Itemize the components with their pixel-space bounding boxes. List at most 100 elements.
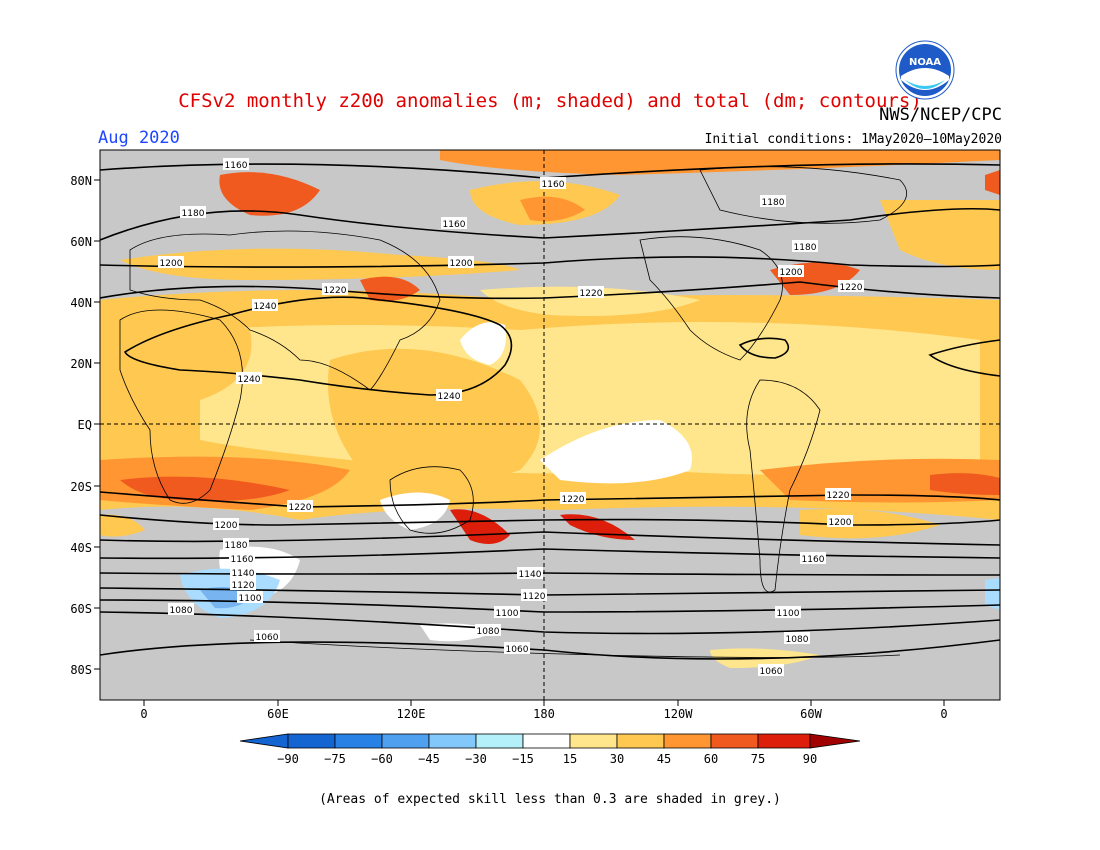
legend-cell-11 (757, 733, 811, 749)
contour-label-16: 1220 (287, 500, 313, 513)
legend-cell-9 (663, 733, 712, 749)
contour-label-6: 1180 (760, 195, 786, 208)
map-frame (99, 149, 1001, 701)
legend-cell-6 (522, 733, 571, 749)
svg-text:1100: 1100 (496, 609, 519, 619)
svg-text:1180: 1180 (762, 198, 785, 208)
svg-text:1100: 1100 (777, 609, 800, 619)
svg-text:1180: 1180 (225, 541, 248, 551)
contour-label-19: 1200 (213, 518, 239, 531)
svg-text:1080: 1080 (477, 627, 500, 637)
svg-text:1060: 1060 (506, 645, 529, 655)
contour-1220-south (100, 491, 1000, 508)
svg-text:1120: 1120 (523, 592, 546, 602)
contour-1100-south (100, 599, 1000, 613)
contour-label-21: 1180 (223, 538, 249, 551)
legend-cell-4 (428, 733, 477, 749)
svg-text:60N: 60N (70, 235, 92, 249)
svg-text:1200: 1200 (160, 259, 183, 269)
contour-label-31: 1080 (168, 603, 194, 616)
svg-text:1240: 1240 (438, 392, 461, 402)
legend-tick-2: −75 (324, 752, 346, 766)
legend-cell-3 (381, 733, 430, 749)
contour-label-14: 1240 (236, 372, 262, 385)
map-area: 1160 1160 1160 1180 1180 1180 1200 1200 … (100, 150, 1000, 700)
svg-text:1220: 1220 (827, 491, 850, 501)
anomaly-patch-south-west (100, 514, 145, 537)
contour-1080-south (100, 611, 1000, 635)
svg-text:1200: 1200 (829, 518, 852, 528)
contour-1200-south (100, 514, 1000, 526)
contour-label-13: 1240 (252, 299, 278, 312)
lat-tick-40n: 40N (70, 296, 100, 310)
lon-axis: 0 60E 120E 180 120W 60W 0 (140, 700, 948, 721)
color-legend (239, 733, 861, 749)
contour-label-22: 1160 (229, 552, 255, 565)
lon-tick-120w: 120W (664, 700, 694, 721)
svg-text:1220: 1220 (580, 289, 603, 299)
anomaly-band-45-southeast (760, 458, 1000, 503)
anomaly-white-australia (380, 492, 450, 530)
anomaly-orange-arctic-core (520, 196, 585, 222)
anomaly-yellow-north-pacific (480, 286, 700, 316)
lon-tick-0-east: 0 (940, 700, 948, 721)
svg-text:40S: 40S (70, 541, 92, 555)
contour-label-36: 1060 (758, 664, 784, 677)
anomaly-white-pacific (540, 420, 692, 484)
svg-text:1160: 1160 (225, 161, 248, 171)
svg-text:120E: 120E (397, 707, 426, 721)
contour-label-32: 1080 (475, 624, 501, 637)
contour-label-5: 1180 (792, 240, 818, 253)
svg-text:120W: 120W (664, 707, 694, 721)
svg-text:NOAA: NOAA (909, 57, 941, 68)
lon-tick-0-west: 0 (140, 700, 148, 721)
legend-tick-11: 75 (751, 752, 765, 766)
legend-arrow-high (809, 733, 861, 749)
contour-label-10: 1220 (322, 283, 348, 296)
anomaly-orange-eurasia-north (120, 248, 520, 280)
agency-label: NWS/NCEP/CPC (879, 105, 1002, 125)
lon-tick-60w: 60W (800, 700, 823, 721)
lat-tick-20n: 20N (70, 357, 100, 371)
contour-label-24: 1140 (230, 566, 256, 579)
svg-text:1140: 1140 (519, 570, 542, 580)
svg-text:80N: 80N (70, 174, 92, 188)
svg-text:1120: 1120 (232, 581, 255, 591)
svg-text:1160: 1160 (802, 555, 825, 565)
svg-text:1060: 1060 (256, 633, 279, 643)
contour-label-23: 1160 (800, 552, 826, 565)
legend-tick-8: 30 (610, 752, 624, 766)
legend-tick-1: −90 (277, 752, 299, 766)
lat-tick-80n: 80N (70, 174, 100, 188)
svg-text:1220: 1220 (289, 503, 312, 513)
contour-1200-north (100, 256, 1000, 268)
lat-tick-40s: 40S (70, 541, 100, 555)
anomaly-white-westpac (460, 322, 506, 365)
legend-ticks: −90 −75 −60 −45 −30 −15 15 30 45 60 75 9… (277, 752, 817, 766)
contour-1240-ring-east (928, 339, 1000, 377)
svg-text:80S: 80S (70, 663, 92, 677)
lon-tick-60e: 60E (267, 700, 289, 721)
contour-label-35: 1060 (504, 642, 530, 655)
anomaly-lightblue-east (985, 578, 1000, 610)
anomaly-orange-arctic (440, 150, 1000, 175)
contour-label-18: 1220 (825, 488, 851, 501)
lon-tick-180: 180 (533, 700, 555, 721)
contour-label-29: 1100 (494, 606, 520, 619)
legend-cell-7 (569, 733, 618, 749)
contour-label-34: 1060 (254, 630, 280, 643)
svg-text:1160: 1160 (443, 220, 466, 230)
svg-text:60E: 60E (267, 707, 289, 721)
legend-cell-8 (616, 733, 665, 749)
legend-tick-9: 45 (657, 752, 671, 766)
noaa-logo-icon: NOAA (895, 40, 955, 100)
svg-text:1100: 1100 (239, 594, 262, 604)
svg-text:1200: 1200 (450, 259, 473, 269)
contour-label-2: 1160 (540, 177, 566, 190)
contour-label-15: 1240 (436, 389, 462, 402)
contour-label-17: 1220 (560, 492, 586, 505)
svg-text:1220: 1220 (324, 286, 347, 296)
legend-tick-6: −15 (512, 752, 534, 766)
chart-title: CFSv2 monthly z200 anomalies (m; shaded)… (178, 90, 922, 112)
